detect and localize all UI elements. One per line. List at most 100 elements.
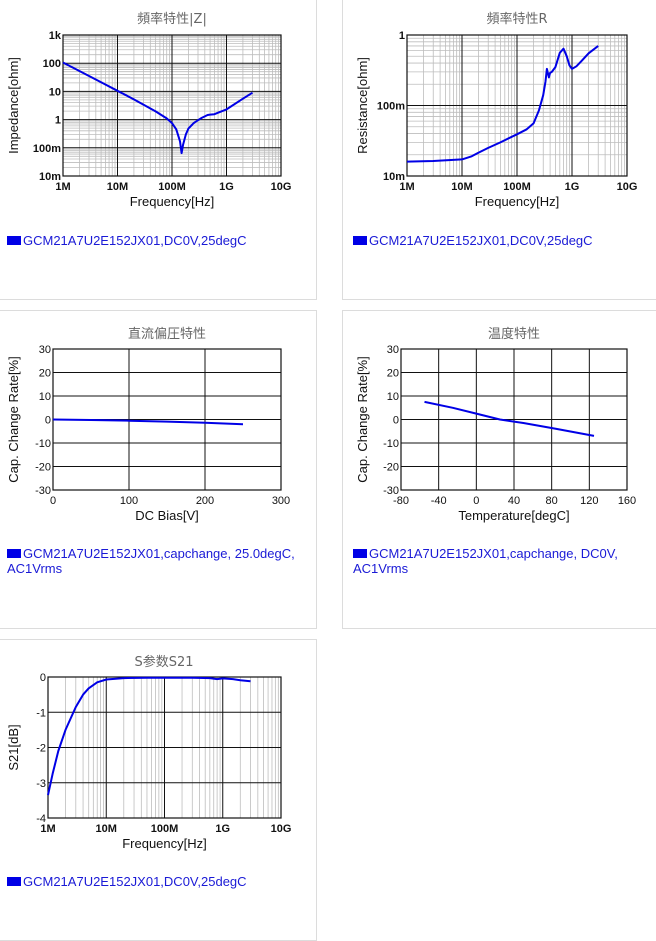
- y-tick-label: -2: [36, 743, 46, 755]
- legend-swatch: [7, 877, 21, 886]
- chart-legend: GCM21A7U2E152JX01,DC0V,25degC: [7, 233, 307, 248]
- y-tick-label: -3: [36, 778, 46, 790]
- chart-panel-temperature: 温度特性 -80 -40 0 40 80 120 160 30 20 10 0 -10 -20 -30 Te…: [342, 310, 656, 629]
- legend-swatch: [7, 236, 21, 245]
- chart-title: 温度特性: [487, 327, 540, 342]
- y-tick-label: -10: [383, 438, 399, 450]
- y-tick-label: -10: [35, 438, 51, 450]
- x-axis-label: Temperature[degC]: [458, 508, 569, 523]
- chart-panel-impedance: 頻率特性|Z| 1M 10M 100M 1G 10G 1k 100 10 1 100m 10m Fre…: [0, 0, 317, 300]
- x-tick-label: 300: [272, 495, 290, 507]
- x-tick-label: 1G: [215, 823, 230, 835]
- x-tick-label: 1G: [219, 181, 234, 193]
- chart-title: 直流偏圧特性: [127, 327, 206, 342]
- x-tick-label: 100M: [158, 181, 186, 193]
- x-tick-label: 160: [618, 495, 636, 507]
- x-axis-label: Frequency[Hz]: [475, 194, 560, 209]
- y-tick-label: 30: [39, 344, 51, 356]
- legend-swatch: [353, 236, 367, 245]
- y-tick-label: 1: [399, 30, 405, 42]
- plot-frame: [62, 34, 282, 177]
- y-tick-label: 100m: [33, 143, 61, 155]
- chart-title: 頻率特性R: [486, 12, 548, 27]
- y-tick-label: 0: [40, 672, 46, 684]
- x-tick-label: 10G: [617, 181, 638, 193]
- x-axis-label: Frequency[Hz]: [130, 194, 215, 209]
- y-tick-label: 10m: [39, 171, 61, 183]
- x-tick-label: 1M: [399, 181, 414, 193]
- legend-swatch: [7, 549, 21, 558]
- y-tick-label: 1k: [49, 30, 62, 42]
- y-tick-label: 0: [45, 415, 51, 427]
- y-tick-label: -30: [383, 485, 399, 497]
- chart-legend: GCM21A7U2E152JX01,DC0V,25degC: [7, 874, 307, 889]
- legend-label: GCM21A7U2E152JX01,DC0V,25degC: [23, 874, 247, 889]
- chart-panel-dc-bias: 直流偏圧特性 0 100 200 300 30 20 10 0 -10 -20 -30 DC Bias…: [0, 310, 317, 629]
- y-tick-label: 100: [43, 58, 61, 70]
- legend-label: GCM21A7U2E152JX01,capchange, 25.0degC, A…: [7, 546, 295, 576]
- y-tick-label: -20: [383, 462, 399, 474]
- chart-panel-s21: S参数S21 1M 10M 100M 1G 10G 0 -1 -2 -3 -4 Frequency[…: [0, 639, 317, 941]
- x-tick-label: 200: [196, 495, 214, 507]
- y-axis-label: Cap. Change Rate[%]: [6, 356, 21, 482]
- series-line: [406, 45, 599, 163]
- x-axis-label: Frequency[Hz]: [122, 836, 207, 851]
- chart-title: S参数S21: [134, 655, 194, 670]
- x-tick-label: -40: [431, 495, 447, 507]
- y-tick-label: 30: [387, 344, 399, 356]
- chart-legend: GCM21A7U2E152JX01,capchange, DC0V, AC1Vr…: [353, 546, 653, 576]
- x-tick-label: 1G: [565, 181, 580, 193]
- x-tick-label: -80: [393, 495, 409, 507]
- plot-frame: [406, 34, 628, 177]
- series-line: [52, 418, 244, 426]
- y-tick-label: 100m: [377, 101, 405, 113]
- x-axis-label: DC Bias[V]: [135, 508, 199, 523]
- x-tick-label: 80: [546, 495, 558, 507]
- y-axis-label: Cap. Change Rate[%]: [355, 356, 370, 482]
- legend-label: GCM21A7U2E152JX01,capchange, DC0V, AC1Vr…: [353, 546, 618, 576]
- x-tick-label: 1M: [40, 823, 55, 835]
- chart-title: 頻率特性|Z|: [137, 12, 207, 27]
- x-tick-label: 40: [508, 495, 520, 507]
- y-axis-label: S21[dB]: [6, 724, 21, 770]
- x-tick-label: 100: [120, 495, 138, 507]
- legend-label: GCM21A7U2E152JX01,DC0V,25degC: [369, 233, 593, 248]
- series-line: [62, 61, 254, 155]
- y-axis-label: Impedance[ohm]: [6, 57, 21, 154]
- series-line: [424, 400, 595, 437]
- y-tick-label: 10m: [383, 171, 405, 183]
- chart-legend: GCM21A7U2E152JX01,capchange, 25.0degC, A…: [7, 546, 307, 576]
- s21-chart: 1M 10M 100M 1G 10G 0 -1 -2 -3 -4 Frequency[Hz] S21[…: [6, 672, 291, 851]
- y-tick-label: -4: [36, 813, 46, 825]
- y-tick-label: 20: [387, 368, 399, 380]
- y-tick-label: 10: [49, 86, 61, 98]
- y-axis-label: Resistance[ohm]: [355, 57, 370, 154]
- chart-panel-resistance: 頻率特性R 1M 10M 100M 1G 10G 1 100m 10m Frequency[Hz…: [342, 0, 656, 300]
- y-tick-label: 1: [55, 115, 61, 127]
- y-tick-label: 20: [39, 368, 51, 380]
- x-tick-label: 10M: [96, 823, 117, 835]
- y-tick-label: 10: [387, 391, 399, 403]
- y-tick-label: 0: [393, 415, 399, 427]
- series-line: [47, 676, 251, 796]
- legend-label: GCM21A7U2E152JX01,DC0V,25degC: [23, 233, 247, 248]
- x-tick-label: 100M: [151, 823, 179, 835]
- chart-legend: GCM21A7U2E152JX01,DC0V,25degC: [353, 233, 653, 248]
- y-tick-label: -20: [35, 462, 51, 474]
- x-tick-label: 0: [50, 495, 56, 507]
- legend-swatch: [353, 549, 367, 558]
- x-tick-label: 10M: [107, 181, 128, 193]
- x-tick-label: 100M: [503, 181, 531, 193]
- x-tick-label: 0: [473, 495, 479, 507]
- x-tick-label: 120: [580, 495, 598, 507]
- y-tick-label: -1: [36, 707, 46, 719]
- y-tick-label: -30: [35, 485, 51, 497]
- y-tick-label: 10: [39, 391, 51, 403]
- x-tick-label: 10M: [451, 181, 472, 193]
- impedance-chart: 1M 10M 100M 1G 10G 1k 100 10 1 100m 10m Frequency[H…: [6, 30, 292, 209]
- plot-frame: [400, 348, 628, 491]
- x-tick-label: 1M: [55, 181, 70, 193]
- temperature-chart: -80 -40 0 40 80 120 160 30 20 10 0 -10 -20 -30 Tempera…: [355, 344, 636, 523]
- x-tick-label: 10G: [271, 181, 292, 193]
